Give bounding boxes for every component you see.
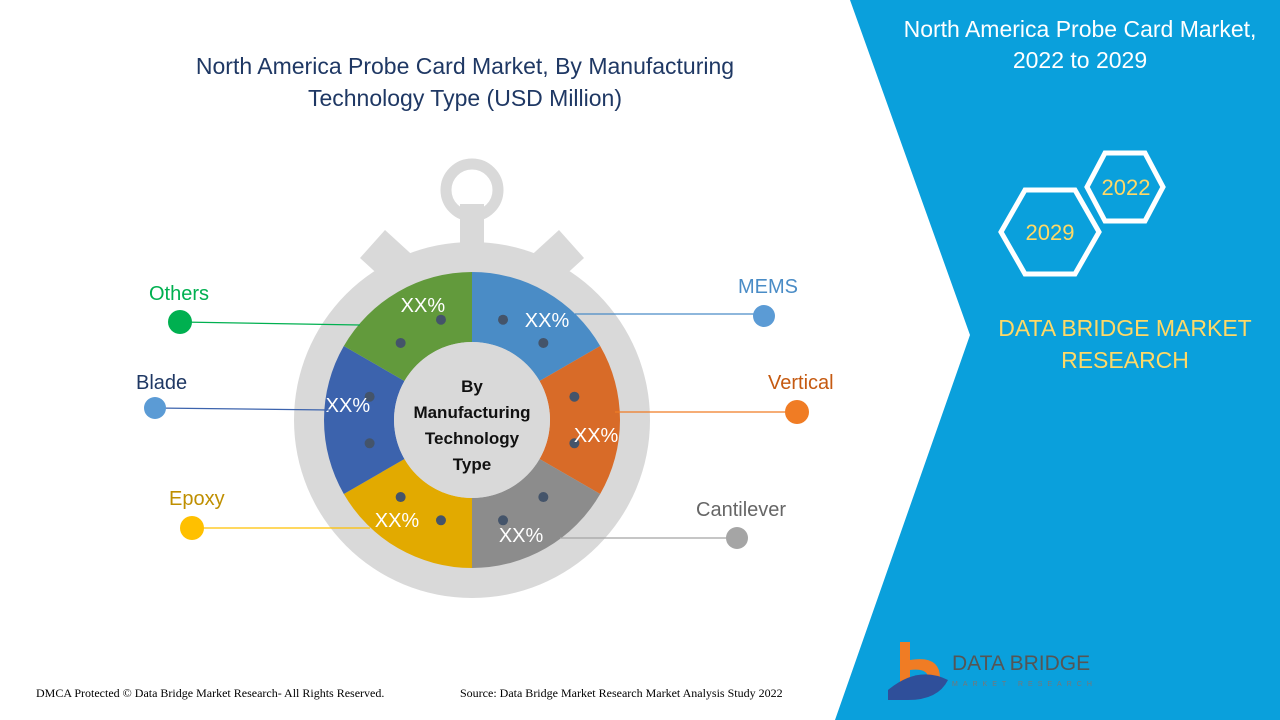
center-label-line: By	[461, 377, 483, 396]
footer-copyright: DMCA Protected © Data Bridge Market Rese…	[36, 686, 385, 700]
year-2029: 2029	[1026, 220, 1075, 245]
segment-dot	[364, 391, 375, 402]
mems-dot	[753, 305, 775, 327]
segment-blade	[324, 346, 405, 494]
panel-title: North America Probe Card Market, 2022 to…	[903, 16, 1257, 73]
segment-label-cantilever: XX%	[499, 525, 544, 547]
center-label-line: Manufacturing	[413, 403, 531, 422]
footer-source: Source: Data Bridge Market Research Mark…	[460, 686, 783, 700]
label-epoxy: Epoxy	[169, 488, 225, 510]
epoxy-dot	[180, 516, 204, 540]
segment-dot	[395, 337, 406, 348]
hexagons	[998, 150, 1166, 277]
segment-label-vertical: XX%	[574, 425, 619, 447]
label-cantilever: Cantilever	[696, 499, 787, 521]
segment-ring: XX% XX% XX% XX% XX% XX%	[324, 272, 620, 568]
logo: DATA BRIDGE MARKET RESEARCH	[888, 642, 1097, 700]
brand-name: DATA BRIDGE MARKET RESEARCH	[998, 315, 1252, 373]
cantilever-dot	[726, 527, 748, 549]
segment-dot	[538, 492, 549, 503]
segment-dot	[435, 314, 446, 325]
vertical-dot	[785, 400, 809, 424]
segment-label-others: XX%	[401, 295, 446, 317]
blade-dot	[144, 397, 166, 419]
segment-dot	[395, 492, 406, 503]
segment-dot	[569, 438, 580, 449]
segment-others	[343, 272, 472, 381]
chart-title: North America Probe Card Market, By Manu…	[195, 53, 735, 111]
svg-text:MARKET RESEARCH: MARKET RESEARCH	[952, 681, 1097, 688]
label-vertical: Vertical	[768, 372, 834, 394]
year-2022: 2022	[1102, 175, 1151, 200]
segment-label-mems: XX%	[525, 310, 570, 332]
segment-dot	[498, 314, 509, 325]
center-label-line: Technology	[424, 429, 520, 448]
segment-dot	[498, 515, 509, 526]
leader-lines	[154, 313, 797, 539]
svg-text:DATA BRIDGE: DATA BRIDGE	[952, 652, 1090, 675]
segment-epoxy	[343, 459, 472, 568]
center-label-line: Type	[452, 455, 492, 474]
segment-mems	[472, 272, 601, 381]
label-blade: Blade	[136, 372, 188, 394]
segment-dot	[538, 337, 549, 348]
segment-cantilever	[472, 459, 601, 568]
segment-dot	[435, 515, 446, 526]
others-dot	[168, 310, 192, 334]
segment-dot	[364, 438, 375, 449]
right-panel	[835, 0, 1280, 720]
label-mems: MEMS	[738, 276, 798, 298]
center-disc	[394, 342, 550, 498]
label-others: Others	[149, 283, 210, 305]
segment-dot	[569, 391, 580, 402]
segment-label-epoxy: XX%	[375, 510, 420, 532]
segment-label-blade: XX%	[326, 395, 371, 417]
center-label: By Manufacturing Technology Type	[397, 374, 547, 478]
segment-vertical	[539, 346, 620, 494]
